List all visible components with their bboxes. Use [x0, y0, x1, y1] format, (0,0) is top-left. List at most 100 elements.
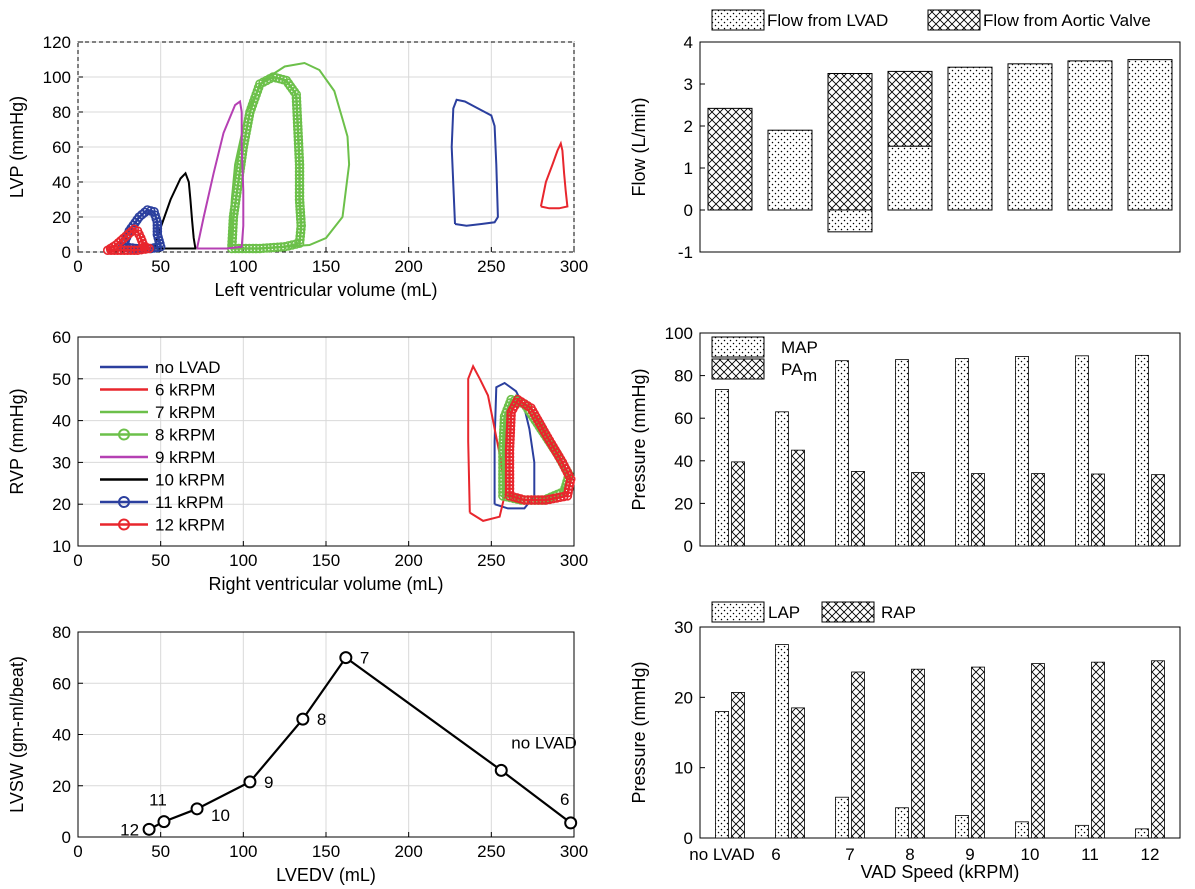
series-11-krpm-marker — [152, 226, 163, 237]
y-tick-label: 20 — [674, 688, 693, 707]
category-label: no LVAD — [689, 845, 755, 864]
series-8-krpm-marker — [276, 242, 286, 252]
lvsw-point-label: 11 — [149, 791, 167, 810]
series-8-krpm-marker — [291, 93, 302, 103]
x-tick-label: 0 — [73, 842, 82, 861]
y-tick-label: 0 — [62, 243, 71, 262]
series-12-krpm-marker — [504, 455, 515, 466]
series-8-krpm-marker — [241, 243, 251, 254]
chart-rvp: 10 20 30 40 50 60 0 50 100 150 200 250 300 Right vent… — [7, 328, 588, 594]
bar-dots — [835, 796, 849, 839]
series-8-krpm-marker — [228, 212, 239, 222]
bar-dots — [715, 389, 729, 547]
series-8-krpm-marker — [294, 163, 305, 173]
lvsw-point-label: 9 — [264, 773, 273, 792]
legend: no LVAD 6 kRPM 7 kRPM 8 kRPM 9 kRPM 10 kRPM 11… — [100, 358, 225, 535]
x-tick-label: 0 — [73, 551, 82, 570]
series-12-krpm-marker — [505, 438, 515, 448]
y-tick-label: 60 — [674, 409, 693, 428]
bar-dots — [887, 145, 933, 211]
y-tick-label: 20 — [52, 208, 71, 227]
plot-area — [699, 626, 1181, 839]
series-11-krpm-marker — [152, 217, 163, 228]
bar-dots — [1067, 60, 1113, 211]
series-12-krpm-marker — [106, 245, 116, 256]
series-12-krpm-marker — [504, 476, 515, 487]
series-8-krpm-marker — [295, 231, 306, 242]
lvsw-point — [564, 816, 578, 830]
series-12-krpm-marker — [112, 245, 123, 256]
series-8-krpm-marker — [227, 226, 238, 236]
series-12-krpm-marker — [119, 245, 130, 256]
x-tick-label: 100 — [229, 551, 257, 570]
series-8-krpm-marker — [294, 197, 305, 208]
bar-dots — [775, 644, 789, 839]
x-tick-label: 200 — [394, 842, 422, 861]
series-8-krpm-marker — [269, 242, 279, 253]
bar-cross — [851, 471, 865, 547]
series-no-lvad-line — [493, 381, 536, 510]
legend-label: no LVAD — [155, 358, 221, 377]
y-tick-label: 100 — [665, 324, 693, 343]
x-tick-label: 250 — [477, 842, 505, 861]
y-tick-label: 20 — [674, 494, 693, 513]
y-axis-label: Pressure (mmHg) — [629, 661, 649, 803]
series-8-krpm-marker — [296, 217, 306, 228]
bar-dots — [1127, 59, 1173, 211]
series-12-krpm-marker — [508, 492, 519, 502]
y-tick-label: 100 — [43, 68, 71, 87]
series-12-krpm-marker — [504, 466, 515, 476]
legend-label: 6 kRPM — [155, 381, 215, 400]
y-tick-label: 0 — [684, 537, 693, 556]
y-tick-label: 2 — [684, 117, 693, 136]
series-8-krpm-marker — [233, 180, 243, 191]
series-12-krpm-marker — [504, 473, 515, 483]
bar-dots — [827, 209, 873, 233]
plot-frame — [699, 332, 1181, 547]
x-tick-label: 50 — [151, 257, 170, 276]
x-tick-label: 50 — [151, 551, 170, 570]
y-axis-label: Pressure (mmHg) — [629, 368, 649, 510]
legend-label: 10 kRPM — [155, 471, 225, 490]
series-9-krpm-line — [196, 99, 245, 250]
x-tick-label: 0 — [73, 257, 82, 276]
series-11-krpm-marker — [139, 207, 150, 218]
series-8-krpm-marker — [295, 211, 306, 221]
series-8-krpm-marker — [291, 96, 302, 107]
bar-cross — [911, 668, 925, 839]
y-tick-label: 0 — [684, 829, 693, 848]
series-12-krpm-marker — [504, 469, 515, 480]
lvsw-point-label: 12 — [120, 820, 139, 839]
series-12-krpm-marker — [505, 424, 516, 435]
legend-label: LAP — [768, 603, 800, 622]
y-tick-label: 40 — [674, 452, 693, 471]
y-tick-label: 40 — [52, 173, 71, 192]
category-label: 6 — [771, 845, 780, 864]
x-tick-label: 150 — [312, 551, 340, 570]
category-label: 9 — [965, 845, 974, 864]
legend-swatch — [711, 601, 765, 623]
y-axis-label: Flow (L/min) — [629, 97, 649, 196]
plot-frame — [699, 41, 1181, 253]
bar-cross — [1091, 473, 1105, 547]
series-8-krpm-marker — [294, 159, 305, 170]
series-12-krpm-marker — [123, 229, 134, 239]
series-8-krpm-marker — [291, 100, 302, 110]
legend-label: 11 kRPM — [155, 493, 224, 512]
series-11-krpm-marker — [152, 220, 163, 231]
lvsw-point — [243, 775, 257, 789]
series-8-krpm-marker — [230, 198, 241, 208]
series-8-krpm-marker — [294, 173, 305, 184]
series-12-krpm-marker — [504, 459, 515, 469]
series-8-krpm-marker — [294, 145, 304, 156]
series-12-krpm-marker — [506, 414, 516, 424]
series-8-krpm-marker — [235, 166, 245, 177]
legend-marker — [118, 496, 130, 508]
series-8-krpm-marker — [232, 184, 243, 194]
series-8-krpm-marker — [294, 170, 305, 180]
series-8-krpm-marker — [293, 131, 304, 142]
bar-dots — [767, 129, 813, 211]
legend-swatch — [711, 9, 765, 31]
series-8-krpm-marker — [248, 243, 258, 254]
